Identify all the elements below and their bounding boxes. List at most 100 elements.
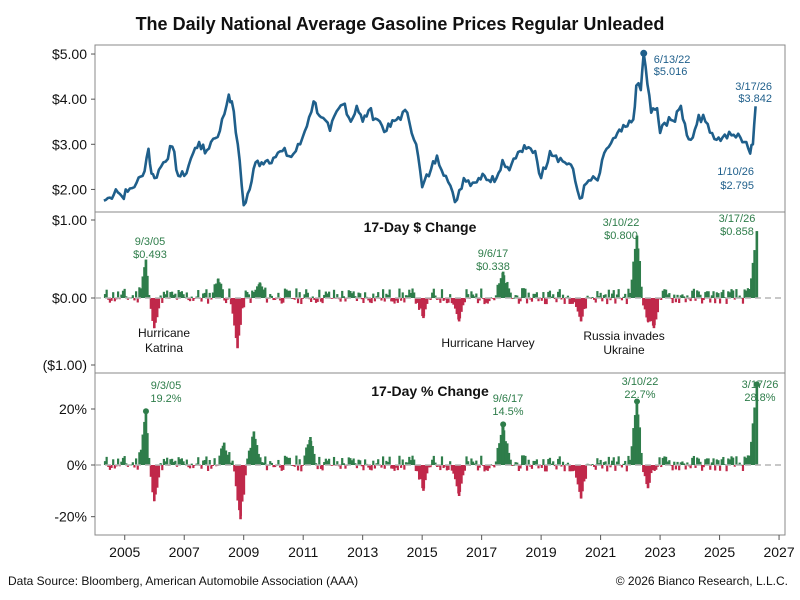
- change-bar: [452, 465, 455, 474]
- footer-source: Data Source: Bloomberg, American Automob…: [8, 574, 359, 588]
- change-bar: [306, 444, 309, 465]
- annotation-date: 3/17/26: [735, 81, 772, 93]
- change-bar: [650, 298, 653, 322]
- change-bar: [355, 465, 359, 469]
- change-bar: [746, 455, 749, 465]
- change-bar: [540, 298, 543, 301]
- y-tick-label: -20%: [54, 509, 87, 525]
- change-bar: [419, 465, 422, 480]
- change-bar: [316, 298, 319, 302]
- change-bar: [491, 465, 494, 466]
- change-bar: [226, 454, 229, 465]
- change-bar: [717, 460, 720, 465]
- change-bar: [717, 293, 720, 298]
- change-bar: [614, 298, 617, 304]
- change-bar: [648, 298, 651, 322]
- event-note: Katrina: [145, 341, 183, 355]
- change-bar: [403, 465, 406, 470]
- change-bar: [563, 298, 566, 304]
- change-bar: [575, 465, 578, 478]
- change-bar: [195, 296, 198, 298]
- change-bar: [661, 457, 664, 465]
- change-bar: [388, 456, 391, 465]
- change-bar: [593, 465, 596, 467]
- change-bar: [483, 465, 486, 472]
- change-bar: [359, 293, 362, 298]
- spike-marker: [753, 381, 760, 388]
- change-bar: [231, 460, 234, 465]
- change-bar: [494, 461, 498, 465]
- spike-bar: [152, 465, 156, 502]
- change-bar: [242, 298, 246, 308]
- change-bar: [697, 291, 700, 298]
- change-bar: [344, 298, 347, 302]
- change-bar: [411, 455, 414, 465]
- change-bar: [174, 293, 177, 298]
- change-bar: [720, 459, 723, 465]
- change-bar: [233, 298, 236, 326]
- change-bar: [355, 298, 359, 302]
- change-bar: [478, 465, 481, 468]
- panel-title: 17-Day % Change: [371, 383, 489, 399]
- change-bar: [220, 448, 223, 465]
- change-bar: [282, 298, 285, 303]
- change-bar: [313, 298, 316, 300]
- change-bar: [265, 298, 269, 303]
- spike-bar: [144, 411, 148, 465]
- annotation-value: $0.800: [604, 230, 638, 242]
- change-bar: [522, 288, 525, 298]
- change-bar: [342, 463, 345, 465]
- change-bar: [460, 465, 463, 484]
- change-bar: [229, 462, 233, 465]
- change-bar: [280, 465, 283, 471]
- change-bar: [224, 450, 228, 465]
- change-bar: [331, 298, 334, 299]
- change-bar: [429, 465, 432, 468]
- change-bar: [656, 465, 660, 467]
- change-bar: [568, 298, 571, 304]
- change-bar: [486, 298, 489, 304]
- spike-bar: [646, 465, 650, 489]
- change-bar: [108, 298, 112, 303]
- change-bar: [203, 292, 206, 298]
- change-bar: [228, 452, 231, 465]
- change-bar: [633, 415, 637, 465]
- change-bar: [391, 298, 395, 302]
- change-bar: [530, 298, 534, 302]
- change-bar: [247, 294, 251, 298]
- change-bar: [133, 298, 136, 301]
- change-bar: [447, 465, 450, 470]
- change-bar: [339, 298, 342, 302]
- change-bar: [750, 278, 753, 298]
- change-bar: [576, 465, 579, 485]
- change-bar: [352, 291, 355, 298]
- change-bar: [460, 298, 463, 312]
- change-bar: [650, 465, 653, 474]
- change-bar: [740, 297, 743, 299]
- change-bar: [745, 290, 748, 298]
- change-bar: [398, 455, 401, 465]
- change-bar: [396, 298, 399, 303]
- change-bar: [166, 457, 169, 465]
- change-bar: [557, 458, 560, 465]
- spike-bar: [579, 298, 583, 322]
- change-bar: [208, 459, 211, 465]
- price-series-line: [103, 52, 757, 207]
- change-bar: [480, 288, 483, 298]
- change-bar: [269, 461, 272, 465]
- change-bar: [139, 288, 143, 298]
- change-bar: [735, 456, 738, 465]
- change-bar: [288, 457, 291, 465]
- change-bar: [614, 465, 617, 471]
- change-bar: [696, 457, 699, 465]
- change-bar: [663, 289, 666, 298]
- change-bar: [573, 465, 576, 471]
- change-bar: [553, 465, 556, 467]
- change-bar: [668, 460, 671, 465]
- change-bar: [563, 465, 566, 472]
- change-bar: [673, 461, 676, 465]
- change-bar: [197, 457, 200, 465]
- change-bar: [234, 465, 237, 487]
- spike-bar: [755, 231, 759, 298]
- change-bar: [571, 298, 574, 304]
